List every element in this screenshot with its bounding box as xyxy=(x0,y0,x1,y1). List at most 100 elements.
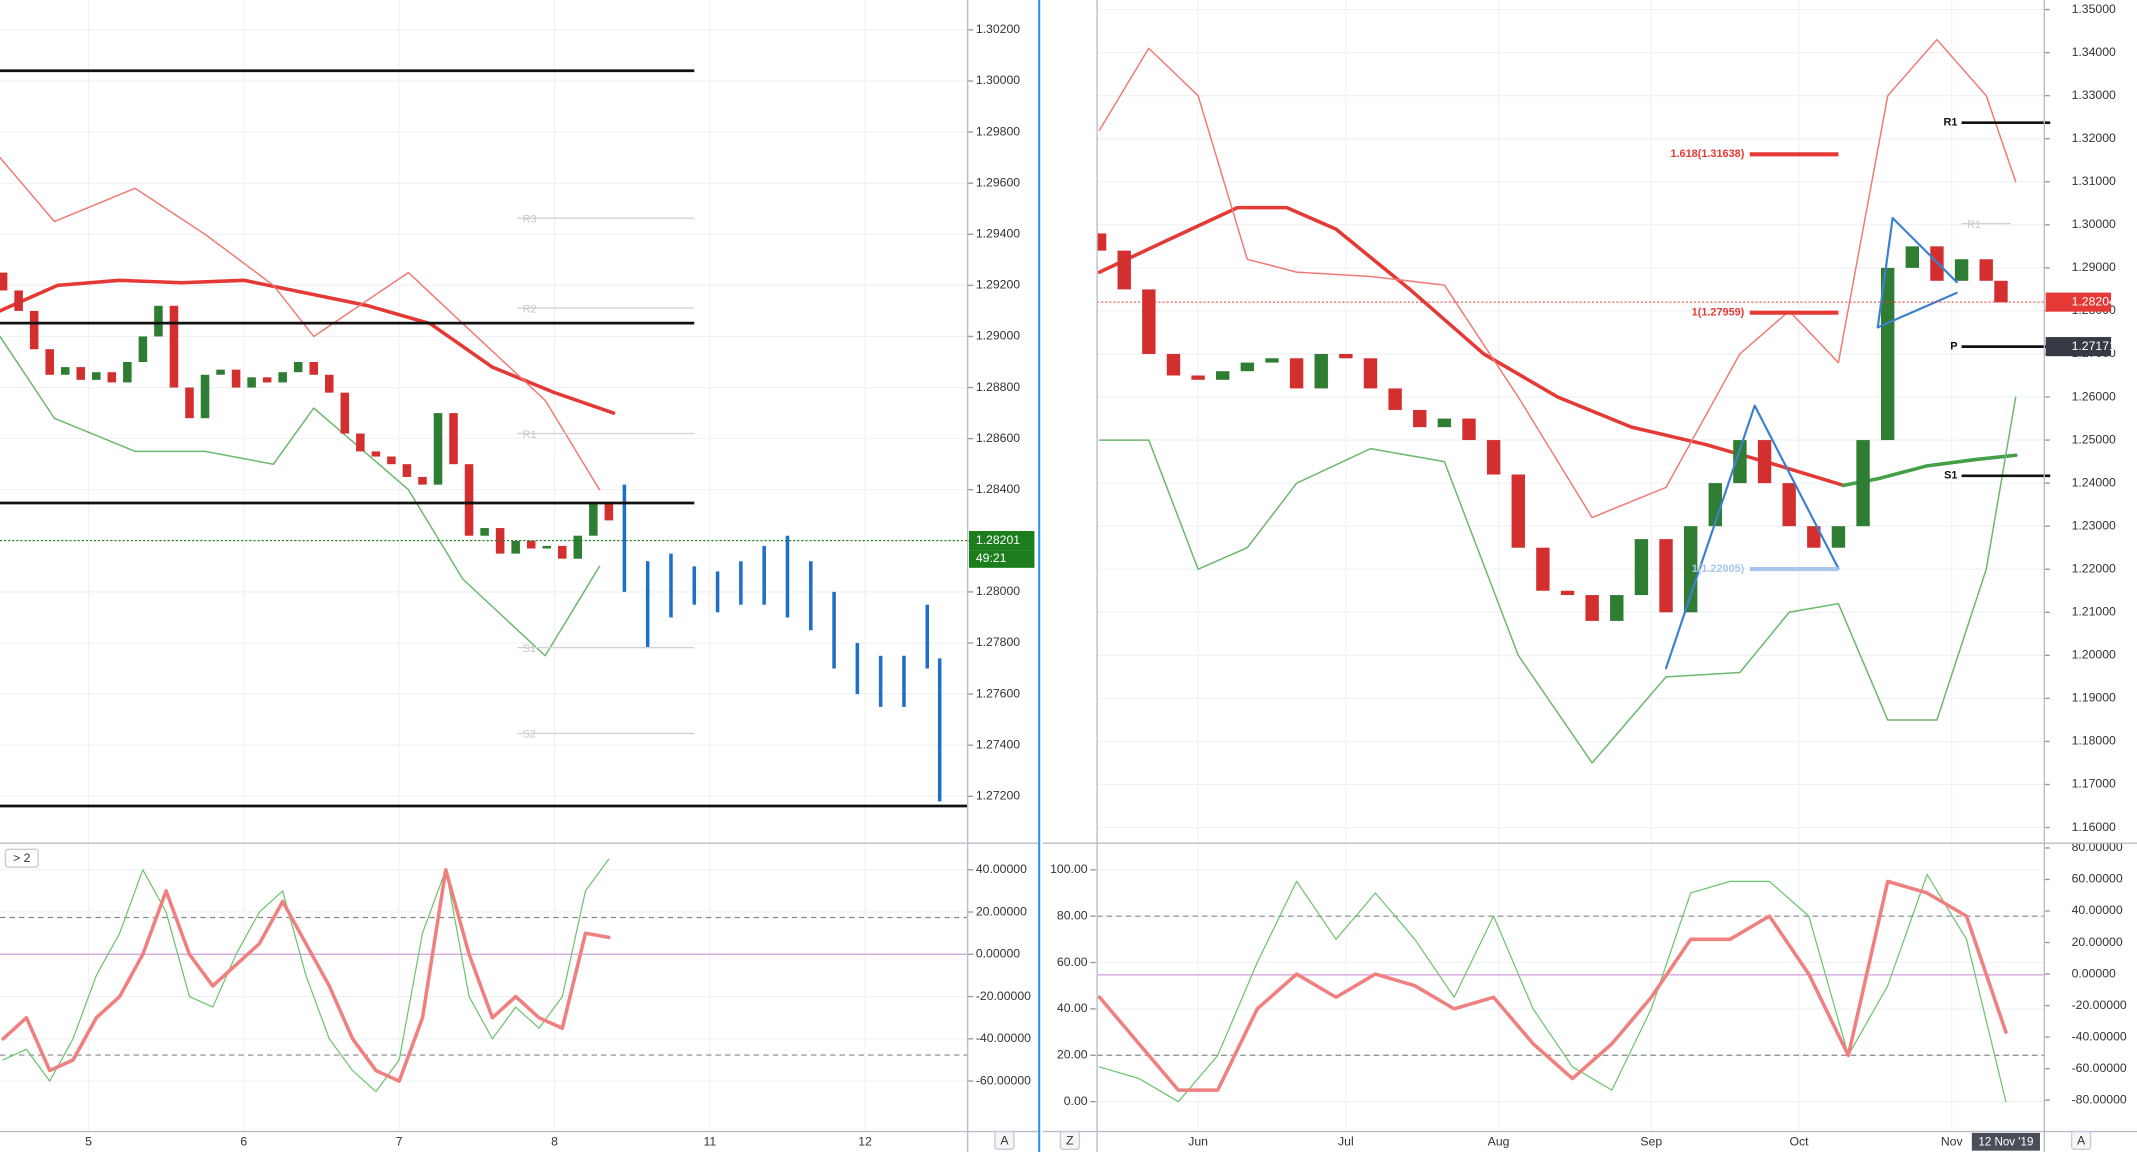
y-tick-label: 0.00000 xyxy=(976,947,1020,961)
candle xyxy=(185,387,194,419)
x-tick-label: Jul xyxy=(1338,1135,1354,1149)
level-label: R1 xyxy=(1944,117,1958,129)
countdown-label: 49:21 xyxy=(976,551,1007,565)
y-tick-label: 1.34000 xyxy=(2072,45,2116,59)
candle xyxy=(1585,595,1599,621)
candle xyxy=(402,464,412,477)
oscillator-line xyxy=(1,868,611,1083)
candle xyxy=(262,377,272,383)
y-tick-label: 1.31000 xyxy=(2072,174,2116,188)
candle xyxy=(1462,418,1476,441)
pivot-label: R3 xyxy=(523,213,537,225)
candle xyxy=(1560,590,1575,596)
y-tick-label: 1.35000 xyxy=(2072,2,2116,16)
candle xyxy=(1388,388,1402,410)
y-tick-label: 1.27800 xyxy=(976,635,1020,649)
y-tick-label: 1.27200 xyxy=(976,789,1020,803)
pane: R1 1.618(1.31638) 1(1.27959) 1(1.22005) xyxy=(1097,0,2045,843)
y-tick-label: 1.29800 xyxy=(976,124,1020,138)
x-tick-label: 11 xyxy=(703,1135,716,1149)
candle xyxy=(1659,539,1673,613)
candle xyxy=(325,374,334,393)
candle xyxy=(1097,233,1107,251)
y-tick-label: 1.29600 xyxy=(976,175,1020,189)
pivot-label: R2 xyxy=(523,303,537,315)
candle xyxy=(1363,358,1378,389)
candle xyxy=(107,372,117,383)
candle xyxy=(0,272,8,291)
pane: R3 R2 R1 S1 S2 xyxy=(0,0,968,843)
y2-tick-label: 40.00000 xyxy=(2072,903,2123,917)
y-tick-label: 80.00 xyxy=(1057,908,1088,922)
price-label-box xyxy=(2045,292,2112,312)
candle xyxy=(45,349,54,375)
y-tick-label: 1.29200 xyxy=(976,278,1020,292)
y-tick-label: 1.22000 xyxy=(2072,561,2116,575)
y-tick-label: 1.28800 xyxy=(976,380,1020,394)
candle xyxy=(449,413,458,465)
pane-toggle-label[interactable]: > 2 xyxy=(13,851,31,865)
oscillator-line xyxy=(1098,873,2007,1103)
scale-mode-button[interactable] xyxy=(2070,1130,2092,1150)
y-tick-label: 1.30000 xyxy=(976,73,1020,87)
zoom-button[interactable] xyxy=(1059,1130,1081,1150)
candle xyxy=(1240,362,1255,372)
zoom-label[interactable]: Z xyxy=(1066,1133,1074,1147)
trend-drawing xyxy=(1876,291,1958,329)
candle xyxy=(542,545,551,549)
candle xyxy=(1757,440,1772,484)
pane-toggle[interactable] xyxy=(4,848,39,868)
x-tick-label: 5 xyxy=(85,1135,92,1149)
indicator-line xyxy=(0,335,601,657)
y-tick-label: 1.26000 xyxy=(2072,389,2116,403)
level-label: S1 xyxy=(1944,470,1957,482)
candle xyxy=(76,367,86,380)
candle xyxy=(1413,409,1427,428)
candle xyxy=(589,502,598,536)
pivot-label: R1 xyxy=(1967,219,1981,231)
x-tick-label: Sep xyxy=(1640,1135,1662,1149)
candle xyxy=(356,433,365,452)
candle xyxy=(1142,289,1156,354)
y2-tick-label: 60.00000 xyxy=(2072,872,2123,886)
y-tick-label: 20.00 xyxy=(1057,1048,1088,1062)
candle xyxy=(1634,539,1649,596)
cursor-date-label: 12 Nov '19 xyxy=(1978,1137,2033,1149)
candle xyxy=(1511,474,1525,548)
y-tick-label: 1.19000 xyxy=(2072,691,2116,705)
candle xyxy=(1265,358,1279,363)
candle xyxy=(1289,358,1304,389)
x-tick-label: 12 xyxy=(858,1135,872,1149)
x-tick-label: Oct xyxy=(1789,1135,1809,1149)
y2-tick-label: 20.00000 xyxy=(2072,935,2123,949)
y2-tick-label: -40.00000 xyxy=(2072,1029,2127,1043)
y-tick-label: 1.17000 xyxy=(2072,777,2116,791)
y-tick-label: 1.29400 xyxy=(976,226,1020,240)
y-tick-label: 0.00 xyxy=(1064,1094,1088,1108)
candle xyxy=(511,540,520,554)
candle xyxy=(29,310,39,350)
y-tick-label: 1.16000 xyxy=(2072,820,2116,834)
candle xyxy=(387,456,396,465)
x-tick-label: Jun xyxy=(1188,1135,1208,1149)
indicator-line xyxy=(0,278,616,415)
candle xyxy=(216,369,225,375)
candle xyxy=(1954,259,1969,281)
x-tick-label: Nov xyxy=(1941,1135,1964,1149)
candle xyxy=(464,464,474,536)
scale-mode-label[interactable]: A xyxy=(2077,1133,2086,1147)
y2-tick-label: -60.00000 xyxy=(2072,1061,2127,1075)
candle xyxy=(14,290,23,311)
fib-label: 1(1.22005) xyxy=(1692,563,1745,575)
y-tick-label: 1.28000 xyxy=(976,584,1020,598)
trend-drawing xyxy=(1664,404,1840,670)
candle xyxy=(1437,418,1452,428)
scale-mode-button[interactable] xyxy=(994,1130,1015,1150)
pane xyxy=(0,845,968,1132)
y2-tick-label: 80.00000 xyxy=(2072,840,2123,854)
candle xyxy=(154,305,163,337)
scale-mode-label[interactable]: A xyxy=(1000,1133,1009,1147)
candle xyxy=(340,392,350,434)
